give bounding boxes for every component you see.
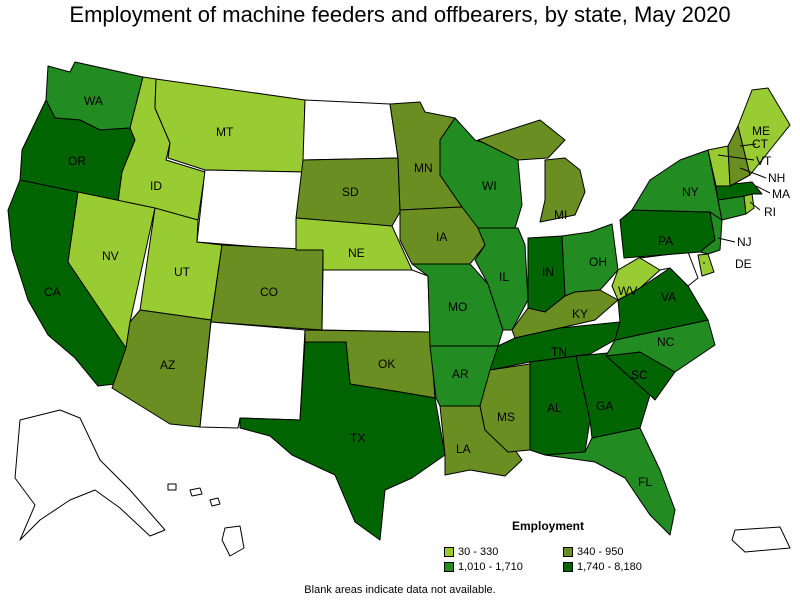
label-AR: AR bbox=[452, 367, 469, 381]
label-IA: IA bbox=[436, 230, 447, 244]
label-GA: GA bbox=[596, 399, 613, 413]
state-FL[interactable] bbox=[544, 427, 676, 536]
label-TX: TX bbox=[350, 431, 365, 445]
callout-lines bbox=[703, 143, 771, 264]
label-CT: CT bbox=[752, 137, 769, 151]
label-UT: UT bbox=[174, 265, 191, 279]
state-MI[interactable] bbox=[477, 119, 586, 223]
label-TN: TN bbox=[551, 345, 567, 359]
label-NE: NE bbox=[348, 246, 365, 260]
label-FL: FL bbox=[638, 475, 652, 489]
label-RI: RI bbox=[764, 205, 776, 219]
state-ND[interactable] bbox=[302, 99, 399, 161]
legend-swatch bbox=[563, 562, 573, 572]
state-PR[interactable] bbox=[731, 526, 791, 553]
legend-title: Employment bbox=[512, 519, 585, 533]
label-WI: WI bbox=[482, 179, 497, 193]
footnote: Blank areas indicate data not available. bbox=[304, 584, 496, 596]
label-IN: IN bbox=[542, 265, 554, 279]
state-KS[interactable] bbox=[321, 269, 431, 333]
legend-item-2: 340 - 950 bbox=[563, 546, 623, 558]
state-ME[interactable] bbox=[737, 87, 791, 176]
state-AK[interactable] bbox=[14, 409, 166, 541]
label-VA: VA bbox=[661, 290, 676, 304]
label-DE: DE bbox=[735, 257, 752, 271]
state-VA[interactable] bbox=[614, 267, 709, 341]
legend-label: 340 - 950 bbox=[577, 546, 624, 558]
legend-label: 30 - 330 bbox=[458, 546, 499, 558]
label-WA: WA bbox=[84, 94, 103, 108]
state-IL[interactable] bbox=[474, 227, 529, 331]
label-ID: ID bbox=[150, 179, 162, 193]
label-MA: MA bbox=[772, 187, 790, 201]
label-IL: IL bbox=[499, 270, 509, 284]
legend-label: 1,740 - 8,180 bbox=[577, 561, 642, 573]
label-NJ: NJ bbox=[737, 235, 752, 249]
label-NH: NH bbox=[768, 171, 785, 185]
label-SC: SC bbox=[631, 368, 648, 382]
state-TX[interactable] bbox=[239, 341, 446, 541]
label-PA: PA bbox=[658, 234, 673, 248]
state-MO[interactable] bbox=[411, 263, 504, 347]
label-NY: NY bbox=[682, 185, 699, 199]
label-MS: MS bbox=[497, 410, 515, 424]
legend-item-3: 1,010 - 1,710 bbox=[444, 561, 523, 573]
legend-item-1: 30 - 330 bbox=[444, 546, 498, 558]
label-LA: LA bbox=[456, 442, 471, 456]
label-AL: AL bbox=[547, 401, 562, 415]
label-OK: OK bbox=[378, 357, 395, 371]
legend-swatch bbox=[444, 547, 454, 557]
legend-swatch bbox=[563, 547, 573, 557]
label-MT: MT bbox=[216, 125, 234, 139]
legend-item-4: 1,740 - 8,180 bbox=[563, 561, 642, 573]
state-HI[interactable] bbox=[167, 483, 245, 557]
state-WY[interactable] bbox=[196, 169, 304, 251]
label-CO: CO bbox=[260, 285, 278, 299]
label-ME: ME bbox=[752, 124, 770, 138]
label-MO: MO bbox=[448, 300, 467, 314]
label-VT: VT bbox=[756, 154, 772, 168]
legend-swatch bbox=[444, 562, 454, 572]
legend-label: 1,010 - 1,710 bbox=[458, 561, 523, 573]
state-SD[interactable] bbox=[295, 157, 401, 227]
label-MI: MI bbox=[554, 208, 567, 222]
label-SD: SD bbox=[342, 185, 359, 199]
label-WV: WV bbox=[618, 284, 637, 298]
label-CA: CA bbox=[44, 285, 61, 299]
state-DE[interactable] bbox=[697, 253, 715, 277]
label-OR: OR bbox=[68, 154, 86, 168]
label-MN: MN bbox=[414, 161, 433, 175]
label-NV: NV bbox=[102, 249, 119, 263]
state-NY[interactable] bbox=[631, 149, 723, 221]
label-OH: OH bbox=[589, 255, 607, 269]
label-AZ: AZ bbox=[160, 358, 175, 372]
label-NC: NC bbox=[657, 335, 675, 349]
label-KY: KY bbox=[572, 307, 588, 321]
map-title: Employment of machine feeders and offbea… bbox=[69, 2, 731, 27]
state-NM[interactable] bbox=[199, 321, 306, 429]
